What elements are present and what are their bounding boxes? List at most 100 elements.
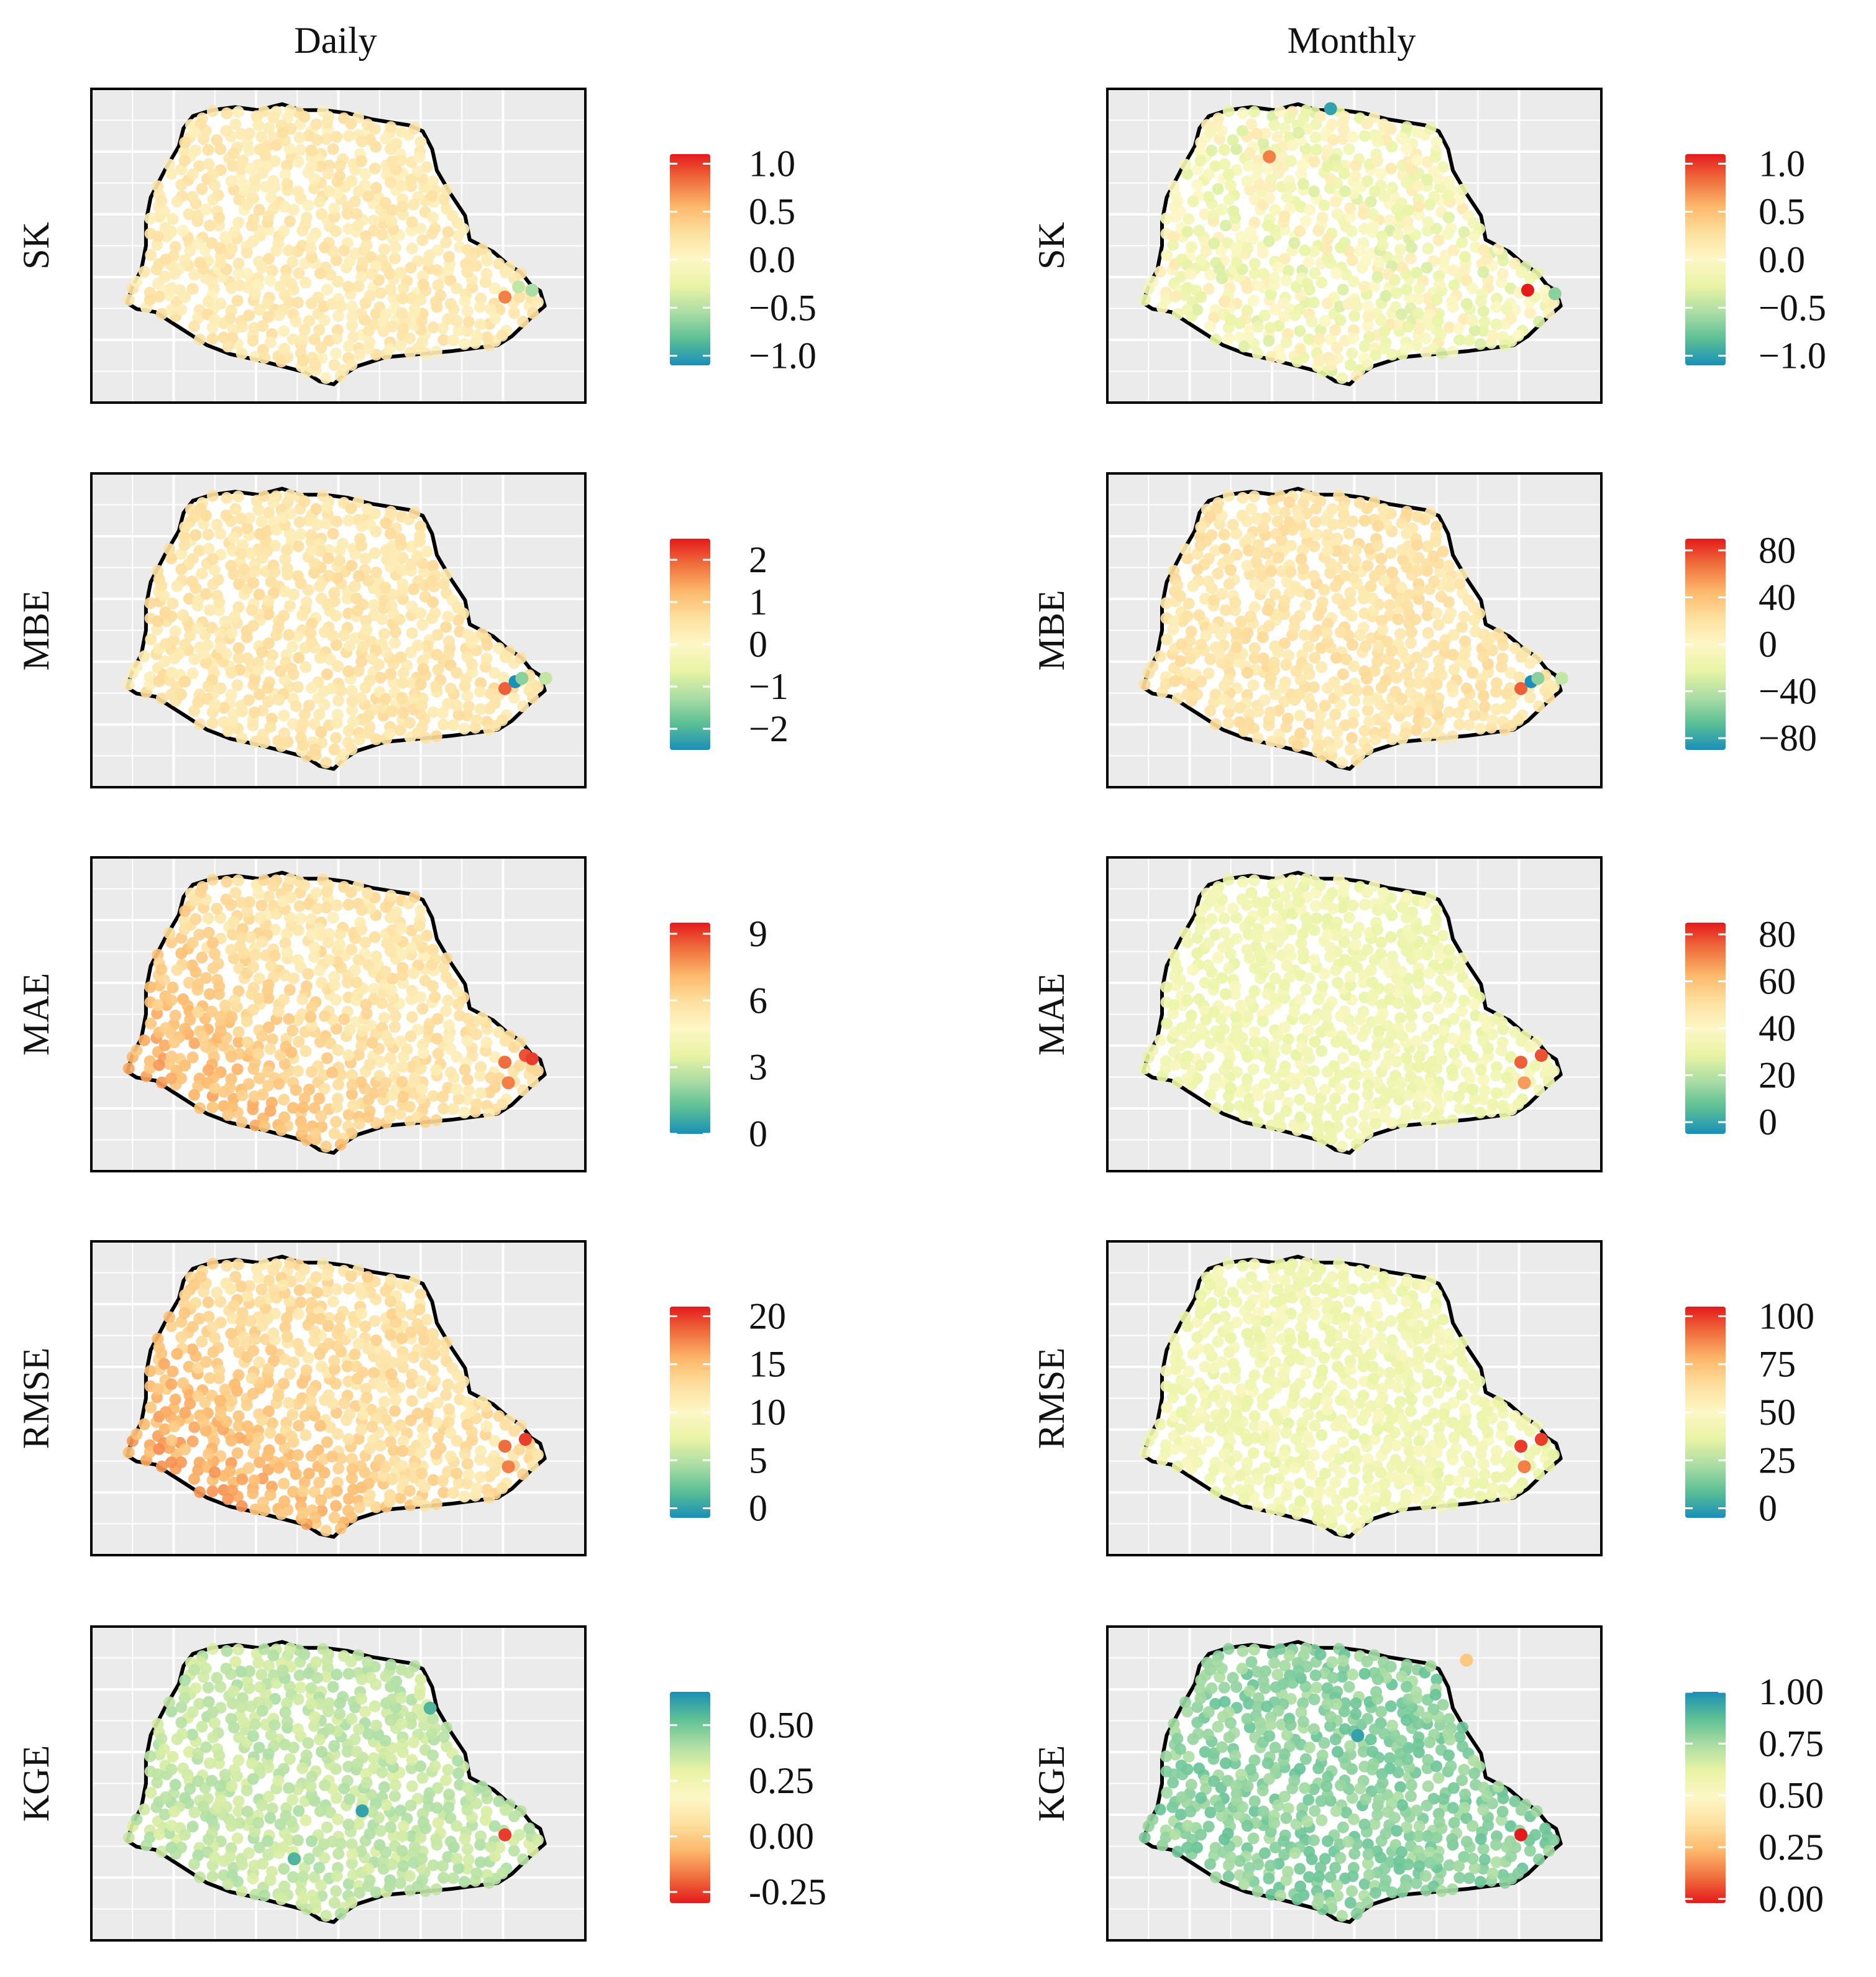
station-point [330,732,342,744]
station-point [1248,985,1261,997]
station-point [380,1461,392,1473]
station-point [226,1011,238,1023]
station-point [1274,352,1287,364]
station-point [309,1512,321,1523]
station-point [268,1333,281,1346]
station-point [328,202,341,214]
station-point [1446,680,1458,692]
station-point [397,1091,410,1103]
station-point [213,596,226,609]
station-point [247,1003,259,1016]
station-point [281,159,293,171]
station-point [308,718,321,730]
station-point [359,168,372,180]
station-point [1330,652,1342,664]
station-point [1209,160,1222,172]
station-point [1309,516,1322,528]
station-point [1324,1102,1337,1114]
station-point [247,719,259,731]
station-point [1222,1101,1235,1113]
station-point [1283,496,1296,508]
station-point [306,1450,318,1462]
station-point [1314,1476,1327,1489]
station-point [431,649,443,661]
station-point [395,651,407,664]
station-point [1264,1090,1276,1103]
station-point [1324,557,1337,570]
station-point [334,555,346,567]
station-point [1447,264,1459,276]
station-point [1378,887,1389,899]
station-point [264,721,277,733]
station-point [1311,1296,1323,1308]
station-point [190,144,202,157]
station-point [244,512,255,524]
station-point [186,1321,199,1333]
station-point [406,1369,418,1381]
station-point [461,1477,474,1490]
station-point [1533,316,1545,328]
station-point [259,736,271,749]
station-point [1233,701,1246,714]
station-point [178,1307,191,1319]
station-point [328,1354,341,1367]
station-point [1360,640,1372,652]
station-point [355,271,368,283]
station-point [1430,1288,1443,1300]
station-point [1210,718,1222,730]
station-point [308,567,321,579]
station-point [155,194,168,207]
station-point [288,1356,300,1369]
station-point [1335,1010,1347,1022]
station-point [1432,234,1445,247]
station-point [236,1116,248,1128]
station-point [298,1476,311,1489]
station-point [296,993,309,1005]
station-point [1294,1111,1307,1123]
station-point [383,343,396,355]
column-title-daily: Daily [294,20,377,61]
station-point [1331,342,1343,354]
station-point [1365,964,1377,977]
station-point [465,1405,477,1417]
station-point [1330,160,1342,173]
station-point [452,324,465,337]
station-point [431,264,443,276]
station-point [1515,266,1527,278]
station-point [247,1345,260,1357]
station-point [249,1504,262,1515]
station-point [328,587,341,599]
station-point [1324,951,1337,963]
station-point [441,1336,453,1348]
station-point [406,242,418,255]
station-point [158,1039,171,1051]
station-point [178,914,190,926]
station-point [1206,529,1218,541]
station-point [183,593,195,605]
station-point [1316,211,1329,224]
station-point [1218,144,1230,156]
station-point [277,1279,289,1292]
station-point [1412,969,1425,982]
station-point [144,981,157,993]
station-point [217,1469,230,1482]
station-point [259,1120,271,1133]
station-point [324,653,336,665]
station-point [1324,333,1337,345]
station-point [496,329,508,342]
station-point [458,1107,470,1119]
station-point [378,1011,390,1024]
station-point [483,724,495,736]
station-point [163,927,175,939]
station-point [1442,575,1454,587]
station-point [328,1512,341,1523]
station-point [437,1102,450,1115]
station-point [256,167,268,180]
station-point [1319,315,1331,327]
station-point [465,1021,477,1033]
station-point [394,1492,406,1504]
station-point [1181,936,1194,949]
station-point [1430,1062,1443,1074]
station-point [444,1450,457,1463]
station-point [278,710,290,722]
